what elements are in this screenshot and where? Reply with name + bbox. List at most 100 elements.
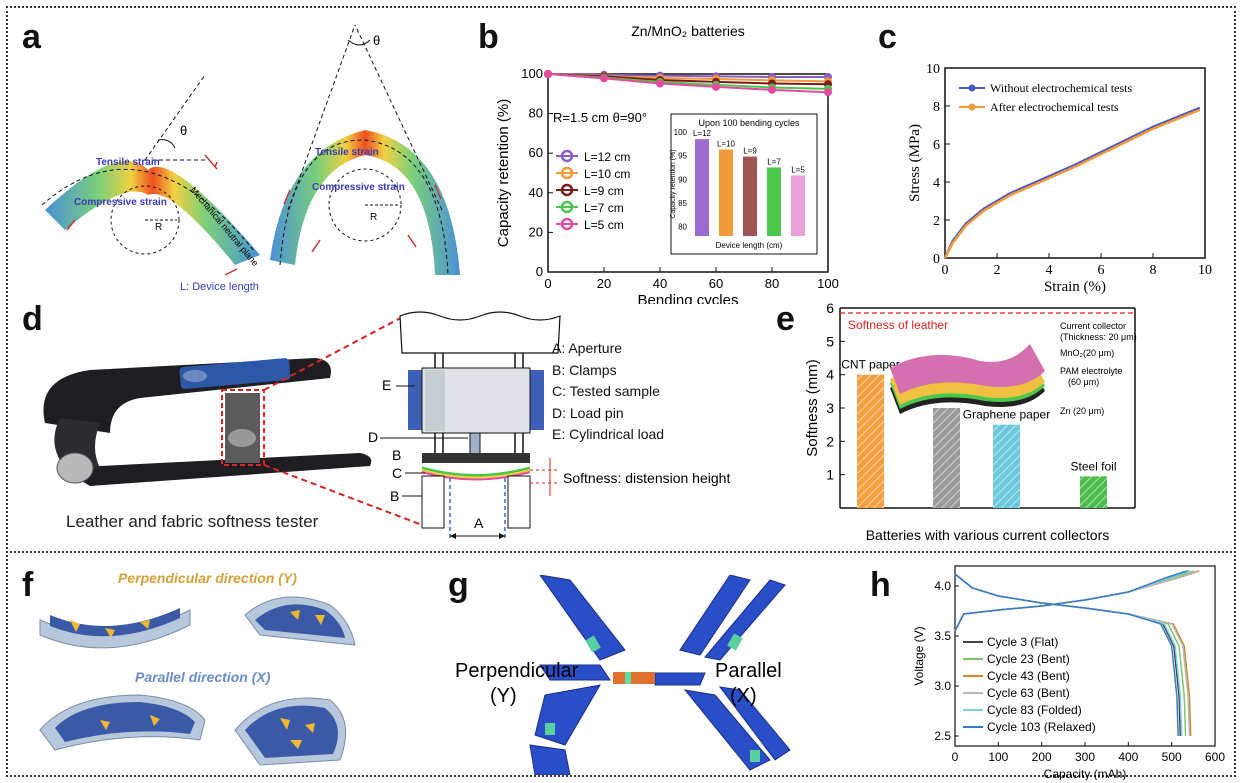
- y-tick-label: 6: [933, 138, 940, 153]
- y-tick-label: 0: [536, 264, 543, 279]
- x-tick-label: 8: [1150, 263, 1157, 278]
- layer-collector: [890, 344, 1045, 394]
- series-line: [943, 108, 1201, 259]
- x-tick-label: 300: [1075, 750, 1095, 764]
- x-tick-label: 100: [988, 750, 1008, 764]
- inset-bar: [767, 167, 781, 236]
- y-tick-label: 4: [933, 176, 940, 191]
- parallel-label: Parallel direction (X): [135, 669, 271, 685]
- panel-f-illustration: [39, 596, 356, 766]
- x-tick-label: 600: [1205, 750, 1225, 764]
- tensile-label-right: Tensile strain: [315, 147, 379, 158]
- letter-b2: B: [390, 488, 399, 504]
- inset-bar-label: L=7: [767, 157, 781, 166]
- bar-hatch: [993, 424, 1020, 508]
- inset-bar: [695, 139, 709, 236]
- x-tick-label: 400: [1118, 750, 1138, 764]
- x-tick-label: 100: [817, 276, 839, 291]
- schematic-legend: A: Aperture B: Clamps C: Tested sample D…: [552, 338, 664, 446]
- inset-y-tick: 90: [678, 175, 687, 184]
- inset-y-tick: 85: [678, 199, 687, 208]
- tester-base: [60, 453, 372, 486]
- bar-hatch: [857, 374, 884, 508]
- legend-label: Cycle 3 (Flat): [987, 635, 1058, 649]
- condition-annotation: R=1.5 cm θ=90°: [553, 110, 647, 125]
- sheet-para-2: [234, 697, 347, 766]
- y-tick-label: 0: [933, 252, 940, 267]
- y-tick-label: 3.5: [934, 629, 951, 643]
- y-tick-label: 2: [826, 433, 834, 449]
- letter-b1: B: [392, 447, 401, 463]
- inset-title: Upon 100 bending cycles: [698, 118, 800, 128]
- compressive-label-right: Compressive strain: [312, 182, 405, 193]
- data-point: [712, 82, 720, 91]
- inset-bar-label: L=12: [693, 129, 712, 138]
- data-point: [824, 88, 832, 97]
- sheet-perp-1: [39, 608, 191, 649]
- x-tick-label: 20: [597, 276, 611, 291]
- legend-label: Cycle 103 (Relaxed): [987, 720, 1096, 734]
- layer-label-2: (Thickness: 20 μm): [1060, 332, 1137, 342]
- y-tick-label: 60: [529, 145, 543, 160]
- x-tick-label: 0: [952, 750, 959, 764]
- x-tick-label: 200: [1032, 750, 1052, 764]
- inset-bar: [719, 149, 733, 236]
- layer-label-3: MnO₂(20 μm): [1060, 348, 1114, 358]
- strip-left-mid: [539, 664, 611, 681]
- y-tick-label: 4: [826, 367, 834, 383]
- legend-marker: [968, 84, 976, 92]
- device-length-label: L: Device length: [180, 281, 259, 293]
- y-tick-label: 8: [933, 100, 940, 115]
- panel-label-b: b: [478, 18, 499, 56]
- legend-marker: [560, 217, 574, 231]
- layer-label-5: (60 μm): [1068, 377, 1099, 387]
- y-tick-label: 2: [933, 214, 940, 229]
- panel-label-c: c: [878, 18, 897, 56]
- strip-right-mid: [654, 672, 706, 686]
- chart-e: 1 2 3 4 5 6 Softness (mm) Batteries with variou…: [805, 300, 1137, 543]
- charge-curve: [954, 570, 1188, 632]
- legend-marker: [968, 103, 976, 111]
- perpendicular-text: Perpendicular: [455, 660, 579, 682]
- radius-circle-left: [110, 185, 180, 255]
- legend-label: L=7 cm: [584, 201, 624, 215]
- chart-h: 0 100 200 300 400 500 600 2.5 3.0 3.5 4.0 Capacity …: [912, 565, 1225, 780]
- legend-b: B: Clamps: [552, 361, 617, 378]
- panel-a-diagram: θ Tensile strain Compressive strain R Me…: [41, 24, 460, 293]
- y-axis-label: Softness (mm): [805, 359, 821, 457]
- chart-b: Zn/MnO₂ batteries 0 20 40 60 80 100 0 20 40 60 80 10…: [495, 23, 839, 304]
- sheet-para-1: [39, 694, 206, 751]
- bar-hatch: [1080, 476, 1107, 508]
- inset-bar-label: L=5: [791, 165, 805, 174]
- plot-frame: [547, 73, 829, 273]
- x-axis-label: Capacity (mAh): [1044, 767, 1127, 780]
- figure-frame: [6, 6, 1236, 777]
- perpendicular-axis: (Y): [490, 685, 517, 707]
- x-tick-label: 6: [1098, 263, 1105, 278]
- legend-marker: [560, 183, 574, 197]
- inset-y-tick: 95: [678, 152, 687, 161]
- chart-c: 0 2 4 6 8 10 0 2 4 6 8 10 Strain (%) Stress (MPa) With…: [907, 62, 1212, 295]
- legend-marker: [560, 200, 574, 214]
- panel-d-diagram: E D B C B A Softness: distension height: [43, 311, 730, 540]
- legend-c: C: Tested sample: [552, 383, 660, 399]
- panel-g-illustration: Perpendicular (Y) Parallel (X): [455, 575, 791, 775]
- y-axis-label: Voltage (V): [912, 626, 926, 685]
- legend-label: L=5 cm: [584, 218, 624, 232]
- data-point: [768, 85, 776, 94]
- y-tick-label: 6: [826, 300, 834, 316]
- inset-bar-label: L=10: [717, 139, 736, 148]
- legend-label: L=12 cm: [584, 150, 630, 164]
- x-tick-label: 2: [994, 263, 1001, 278]
- compressive-label-left: Compressive strain: [74, 197, 167, 208]
- letter-a: A: [474, 515, 484, 531]
- x-tick-label: 80: [765, 276, 779, 291]
- legend-label: Without electrochemical tests: [990, 81, 1132, 95]
- strip-left-top: [539, 575, 626, 661]
- x-axis-label: Bending cycles: [638, 292, 739, 304]
- tester-head: [225, 393, 260, 463]
- data-point: [656, 79, 664, 88]
- battery-layers-illustration: [890, 344, 1045, 414]
- layer-label-4: PAM electrolyte: [1060, 366, 1122, 376]
- y-tick-label: 40: [529, 185, 543, 200]
